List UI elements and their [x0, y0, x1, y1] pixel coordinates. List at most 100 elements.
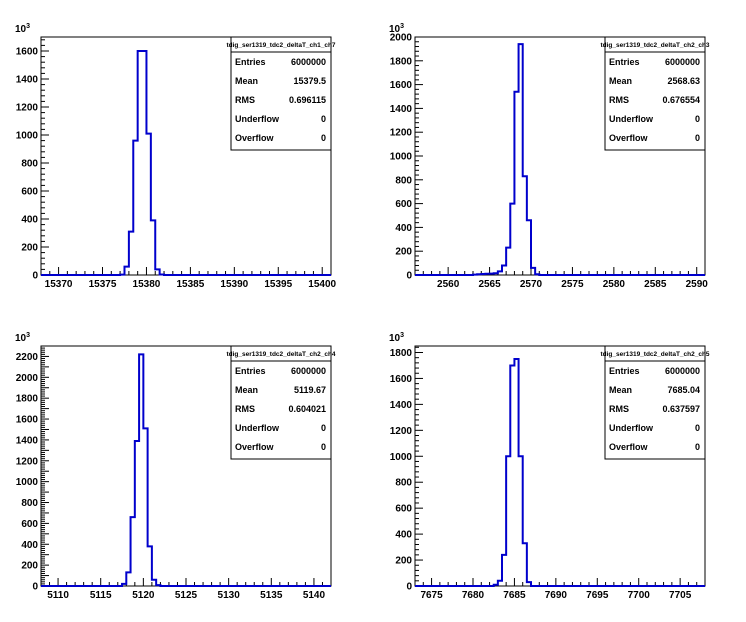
y-tick-label: 600 [395, 504, 412, 515]
stats-value-entries: 6000000 [665, 366, 700, 376]
y-tick-label: 1000 [16, 131, 39, 142]
stats-value-overflow: 0 [321, 133, 326, 143]
x-tick-label: 15395 [264, 279, 292, 290]
y-tick-label: 1000 [390, 452, 413, 463]
stats-value-underflow: 0 [695, 423, 700, 433]
y-tick-label: 1000 [16, 477, 39, 488]
y-tick-label: 200 [21, 243, 38, 254]
stats-value-underflow: 0 [695, 114, 700, 124]
y-tick-label: 0 [406, 582, 412, 593]
histogram-line [41, 353, 331, 587]
y-tick-label: 600 [395, 199, 412, 210]
stats-label-entries: Entries [609, 366, 640, 376]
histogram-panel-3: 5110 5115 5120 5125 5130 5135 5140 0 200 400 600 80… [15, 332, 336, 601]
y-tick-label: 1200 [16, 456, 39, 467]
y-tick-label: 1400 [390, 104, 413, 115]
stats-value-overflow: 0 [695, 133, 700, 143]
y-tick-label: 800 [395, 478, 412, 489]
stats-value-mean: 2568.63 [667, 76, 700, 86]
y-tick-label: 1600 [16, 415, 39, 426]
y-tick-label: 2200 [16, 352, 39, 363]
y-tick-label: 1400 [390, 400, 413, 411]
y-tick-label: 800 [395, 175, 412, 186]
stats-box-frame [604, 345, 706, 460]
y-tick-label: 1600 [390, 374, 413, 385]
y-tick-label: 0 [32, 582, 38, 593]
y-tick-label: 400 [21, 215, 38, 226]
stats-label-overflow: Overflow [609, 442, 649, 452]
y-multiplier-label: 103 [15, 332, 30, 344]
x-tick-label: 15375 [89, 279, 117, 290]
y-tick-label: 1400 [16, 435, 39, 446]
y-multiplier-label: 103 [389, 332, 404, 344]
stats-label-overflow: Overflow [235, 442, 275, 452]
stats-box-frame [230, 36, 332, 151]
x-tick-label: 2570 [520, 279, 543, 290]
y-multiplier-label: 103 [389, 23, 404, 35]
stats-value-rms: 0.676554 [662, 95, 700, 105]
stats-value-entries: 6000000 [665, 57, 700, 67]
histogram-line [41, 50, 331, 276]
stats-value-rms: 0.604021 [288, 404, 326, 414]
stats-label-mean: Mean [235, 385, 258, 395]
stats-title: tdig_ser1319_tdc2_deltaT_ch2_ch4 [226, 351, 335, 358]
stats-value-overflow: 0 [695, 442, 700, 452]
stats-label-entries: Entries [235, 366, 266, 376]
x-tick-label: 2560 [437, 279, 460, 290]
stats-label-rms: RMS [609, 404, 629, 414]
y-tick-label: 1600 [390, 80, 413, 91]
y-tick-label: 200 [21, 561, 38, 572]
y-tick-label: 2000 [16, 373, 39, 384]
y-tick-label: 1600 [16, 47, 39, 58]
x-tick-label: 7695 [586, 590, 609, 601]
y-tick-label: 1200 [16, 103, 39, 114]
stats-value-underflow: 0 [321, 423, 326, 433]
stats-label-rms: RMS [235, 95, 255, 105]
histogram-line [415, 43, 705, 276]
y-tick-label: 600 [21, 187, 38, 198]
y-tick-label: 400 [395, 530, 412, 541]
stats-box-frame [230, 345, 332, 460]
histogram-panel-2: 2560 2565 2570 2575 2580 2585 2590 0 200 400 600 80… [389, 23, 710, 290]
stats-label-mean: Mean [609, 76, 632, 86]
y-tick-label: 0 [32, 271, 38, 282]
y-tick-label: 1800 [390, 348, 413, 359]
x-tick-label: 7690 [545, 590, 568, 601]
x-tick-label: 7705 [669, 590, 692, 601]
y-tick-label: 400 [21, 540, 38, 551]
y-tick-label: 800 [21, 159, 38, 170]
stats-label-entries: Entries [235, 57, 266, 67]
x-tick-label: 2565 [478, 279, 501, 290]
stats-box-frame [604, 36, 706, 151]
x-tick-label: 15390 [220, 279, 248, 290]
y-tick-label: 1800 [16, 394, 39, 405]
x-tick-label: 5130 [218, 590, 241, 601]
y-tick-label: 1200 [390, 426, 413, 437]
y-tick-label: 1200 [390, 128, 413, 139]
x-tick-label: 7700 [628, 590, 651, 601]
stats-label-rms: RMS [235, 404, 255, 414]
y-tick-label: 200 [395, 247, 412, 258]
x-tick-label: 15400 [308, 279, 336, 290]
histogram-panel-1: 15370 15375 15380 15385 15390 15395 15400 0 200 4… [15, 23, 337, 290]
x-tick-label: 5110 [47, 590, 69, 601]
x-tick-label: 5120 [132, 590, 155, 601]
x-tick-label: 2575 [561, 279, 584, 290]
x-tick-label: 15370 [45, 279, 73, 290]
x-tick-label: 5135 [260, 590, 283, 601]
stats-title: tdig_ser1319_tdc2_deltaT_ch1_ch7 [226, 42, 335, 49]
stats-value-mean: 7685.04 [667, 385, 700, 395]
x-tick-label: 7675 [420, 590, 443, 601]
histogram-panel-4: 7675 7680 7685 7690 7695 7700 7705 0 200 400 600 80… [389, 332, 710, 601]
stats-label-rms: RMS [609, 95, 629, 105]
x-tick-label: 15380 [133, 279, 161, 290]
stats-box: tdig_ser1319_tdc2_deltaT_ch2_ch5 Entries 6… [600, 345, 710, 460]
stats-value-entries: 6000000 [291, 366, 326, 376]
stats-label-underflow: Underflow [235, 423, 280, 433]
x-tick-label: 2585 [644, 279, 667, 290]
stats-box: tdig_ser1319_tdc2_deltaT_ch2_ch3 Entries 6… [600, 36, 710, 151]
y-tick-label: 400 [395, 223, 412, 234]
stats-value-entries: 6000000 [291, 57, 326, 67]
y-tick-label: 200 [395, 556, 412, 567]
